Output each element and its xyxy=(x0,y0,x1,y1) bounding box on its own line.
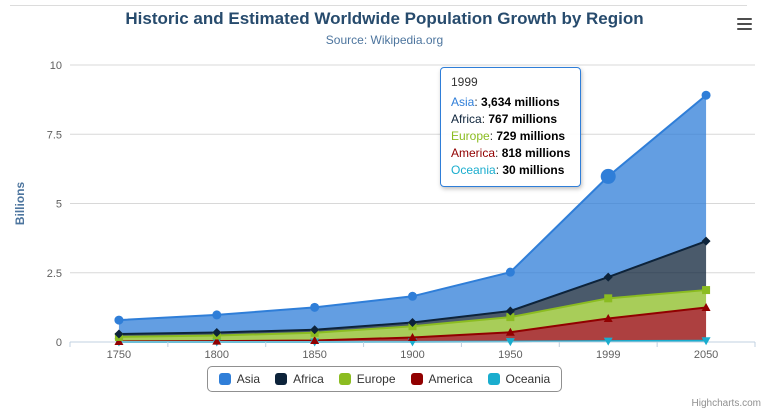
marker-asia[interactable] xyxy=(505,267,515,277)
marker-oceania[interactable] xyxy=(505,338,515,347)
export-menu-button[interactable] xyxy=(733,13,757,35)
marker-america[interactable] xyxy=(505,327,515,336)
marker-oceania[interactable] xyxy=(603,337,613,346)
legend-symbol xyxy=(410,373,423,385)
y-axis-label: 2.5 xyxy=(47,268,62,280)
chart-title: Historic and Estimated Worldwide Populat… xyxy=(125,9,644,28)
tooltip-rows: Asia: 3,634 millions Africa: 767 millions… xyxy=(451,94,570,179)
tooltip-series-value: 729 millions xyxy=(496,129,566,143)
marker-africa[interactable] xyxy=(212,327,222,337)
tooltip-row: Africa: 767 millions xyxy=(451,112,558,126)
top-border-line xyxy=(10,5,747,6)
credits-link[interactable]: Highcharts.com xyxy=(691,398,761,409)
y-axis-label: 5 xyxy=(56,199,62,211)
marker-asia[interactable] xyxy=(408,291,417,301)
legend-item-oceania[interactable]: Oceania xyxy=(487,372,551,386)
y-axis-label: 10 xyxy=(50,60,62,72)
tooltip-series-name: America xyxy=(451,146,496,160)
marker-africa[interactable] xyxy=(310,325,320,335)
tooltip-row: Oceania: 30 millions xyxy=(451,163,565,177)
tooltip-title: 1999 xyxy=(451,75,478,89)
marker-asia[interactable] xyxy=(212,310,222,320)
tooltip-series-name: Asia xyxy=(451,95,475,109)
x-axis-label: 2050 xyxy=(694,349,718,361)
y-axis-title: Billions xyxy=(13,182,27,226)
legend: Asia Africa Europe America Oceania xyxy=(206,366,563,392)
marker-africa[interactable] xyxy=(505,306,515,316)
marker-africa[interactable] xyxy=(408,318,417,328)
legend-label: Asia xyxy=(236,372,261,386)
marker-america[interactable] xyxy=(310,335,320,344)
x-axis-label: 1800 xyxy=(205,349,229,361)
marker-asia[interactable] xyxy=(600,168,616,184)
hamburger-menu-icon xyxy=(737,17,752,21)
legend-symbol xyxy=(487,373,500,385)
y-axis-label: 7.5 xyxy=(47,129,62,141)
marker-africa[interactable] xyxy=(701,236,711,246)
marker-asia[interactable] xyxy=(114,315,124,325)
tooltip-series-name: Europe xyxy=(451,129,490,143)
marker-asia[interactable] xyxy=(310,302,320,312)
legend-wrap: Asia Africa Europe America Oceania xyxy=(0,366,769,392)
legend-label: Africa xyxy=(293,372,324,386)
tooltip-series-value: 818 millions xyxy=(501,146,571,160)
marker-america[interactable] xyxy=(701,302,711,311)
marker-america[interactable] xyxy=(212,336,222,345)
x-axis-label: 1900 xyxy=(400,349,424,361)
tooltip-series-name: Africa xyxy=(451,112,482,126)
x-axis-label: 1999 xyxy=(596,349,620,361)
legend-item-asia[interactable]: Asia xyxy=(218,372,261,386)
tooltip-series-value: 3,634 millions xyxy=(481,95,560,109)
tooltip: 1999 Asia: 3,634 millions Africa: 767 mil… xyxy=(440,67,582,187)
marker-oceania[interactable] xyxy=(701,337,711,346)
marker-america[interactable] xyxy=(114,336,124,345)
y-axis-label: 0 xyxy=(56,337,62,349)
legend-item-america[interactable]: America xyxy=(410,372,473,386)
legend-label: Europe xyxy=(356,372,396,386)
legend-symbol xyxy=(338,373,351,385)
legend-symbol xyxy=(218,373,231,385)
area-series-america[interactable] xyxy=(118,307,707,342)
legend-item-europe[interactable]: Europe xyxy=(338,372,396,386)
marker-europe[interactable] xyxy=(506,313,515,322)
tooltip-row: America: 818 millions xyxy=(451,146,571,160)
marker-america[interactable] xyxy=(603,314,613,323)
legend-label: America xyxy=(428,372,473,386)
x-axis-label: 1750 xyxy=(107,349,131,361)
legend-item-africa[interactable]: Africa xyxy=(275,372,324,386)
tooltip-row: Asia: 3,634 millions xyxy=(451,95,560,109)
tooltip-series-name: Oceania xyxy=(451,163,496,177)
x-axis-label: 1850 xyxy=(302,349,326,361)
tooltip-row: Europe: 729 millions xyxy=(451,129,566,143)
marker-europe[interactable] xyxy=(702,286,711,295)
area-series-africa[interactable] xyxy=(118,241,707,337)
x-axis-label: 1950 xyxy=(498,349,522,361)
legend-label: Oceania xyxy=(505,372,551,386)
marker-africa[interactable] xyxy=(114,329,124,339)
marker-america[interactable] xyxy=(408,333,417,342)
legend-symbol xyxy=(275,373,288,385)
marker-asia[interactable] xyxy=(701,90,711,100)
marker-europe[interactable] xyxy=(604,294,613,303)
tooltip-series-value: 30 millions xyxy=(502,163,565,177)
marker-africa[interactable] xyxy=(603,272,613,282)
area-series-asia[interactable] xyxy=(118,95,707,334)
chart-subtitle: Source: Wikipedia.org xyxy=(325,33,444,47)
tooltip-series-value: 767 millions xyxy=(488,112,558,126)
